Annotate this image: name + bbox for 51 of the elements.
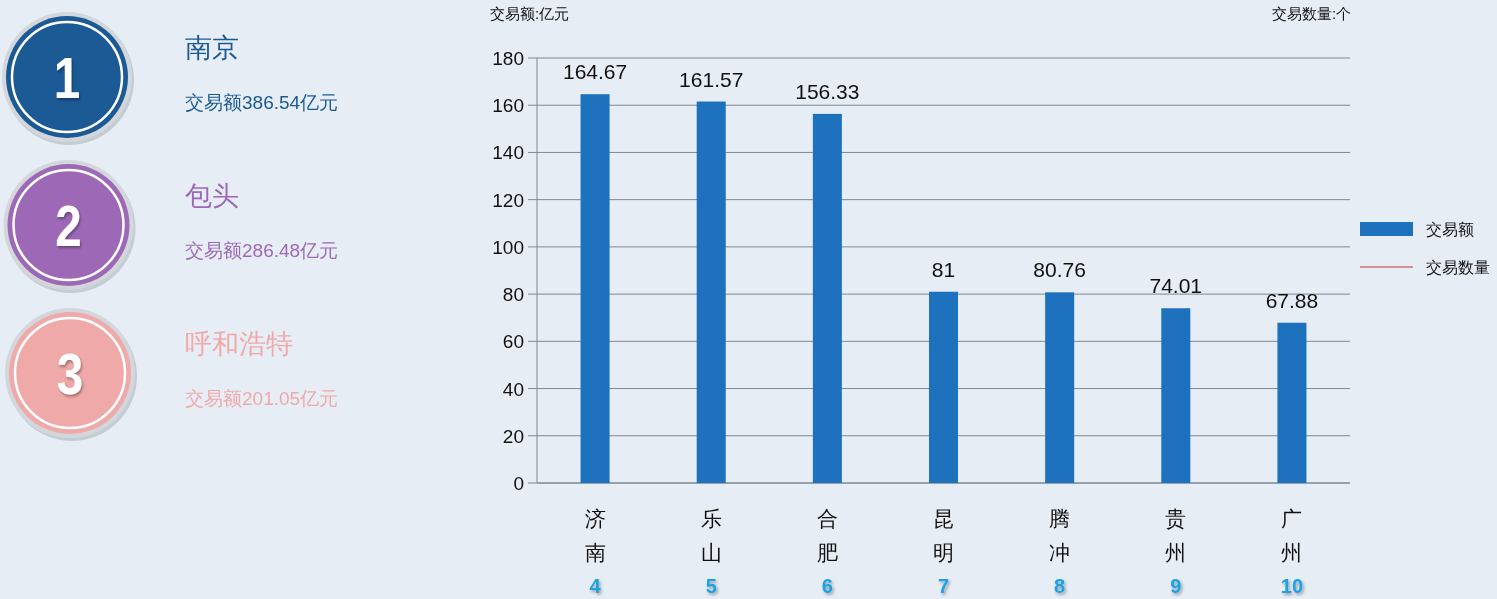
text: 10 bbox=[1280, 575, 1304, 597]
data-label: 161.57 bbox=[679, 67, 744, 91]
bar bbox=[1277, 322, 1307, 483]
category-label: 呼和浩特 bbox=[185, 329, 293, 359]
text: 7 bbox=[937, 575, 950, 597]
text: 3 bbox=[56, 341, 84, 407]
text: 4 bbox=[589, 575, 602, 597]
data-label: 164.67 bbox=[562, 60, 628, 84]
text: 2 bbox=[55, 193, 82, 259]
bar bbox=[928, 291, 959, 483]
bar bbox=[812, 113, 842, 483]
x-tick-label: 合肥 bbox=[816, 507, 838, 564]
y-tick-label: 80 bbox=[502, 284, 524, 306]
y-tick-label: 160 bbox=[492, 95, 524, 117]
x-tick-label: 济南 bbox=[584, 507, 606, 564]
y2-axis-title: 交易数量:个 bbox=[1272, 5, 1352, 22]
text: 5 bbox=[705, 575, 717, 597]
bar bbox=[580, 94, 610, 483]
data-label: 80.76 bbox=[1033, 258, 1086, 282]
y-tick-label: 100 bbox=[492, 236, 524, 258]
legend-label: 交易数量 bbox=[1426, 259, 1490, 276]
data-label: 74.01 bbox=[1149, 274, 1203, 298]
text: 交易额201.05亿元 bbox=[185, 388, 339, 409]
x-tick-label: 昆明 bbox=[933, 507, 954, 564]
text: 1 bbox=[53, 45, 81, 111]
y-tick-label: 180 bbox=[492, 48, 524, 69]
category-label: 包头 bbox=[185, 181, 239, 211]
y-tick-label: 20 bbox=[502, 425, 524, 447]
x-tick-label: 广州 bbox=[1281, 507, 1303, 564]
category-label: 南京 bbox=[185, 33, 239, 63]
bar bbox=[1161, 308, 1191, 483]
y-tick-label: 0 bbox=[513, 473, 524, 494]
x-tick-label: 腾冲 bbox=[1049, 507, 1071, 564]
y-tick-label: 120 bbox=[492, 189, 524, 211]
text: 9 bbox=[1170, 575, 1182, 597]
text: 交易额386.54亿元 bbox=[185, 92, 339, 113]
y-tick-label: 60 bbox=[502, 331, 524, 353]
bar bbox=[1045, 292, 1075, 483]
data-label: 67.88 bbox=[1265, 288, 1319, 312]
data-label: 81 bbox=[931, 257, 956, 281]
data-label: 156.33 bbox=[795, 79, 860, 103]
bar bbox=[696, 101, 726, 483]
text: 8 bbox=[1054, 575, 1066, 597]
y-tick-label: 140 bbox=[492, 142, 524, 164]
legend-label: 交易额 bbox=[1426, 221, 1474, 238]
text: 6 bbox=[821, 575, 833, 597]
x-tick-label: 乐山 bbox=[700, 507, 722, 564]
y-tick-label: 40 bbox=[502, 378, 524, 400]
text: 交易额286.48亿元 bbox=[185, 240, 339, 261]
x-tick-label: 贵州 bbox=[1165, 507, 1187, 564]
y-axis-title: 交易额:亿元 bbox=[490, 5, 570, 22]
